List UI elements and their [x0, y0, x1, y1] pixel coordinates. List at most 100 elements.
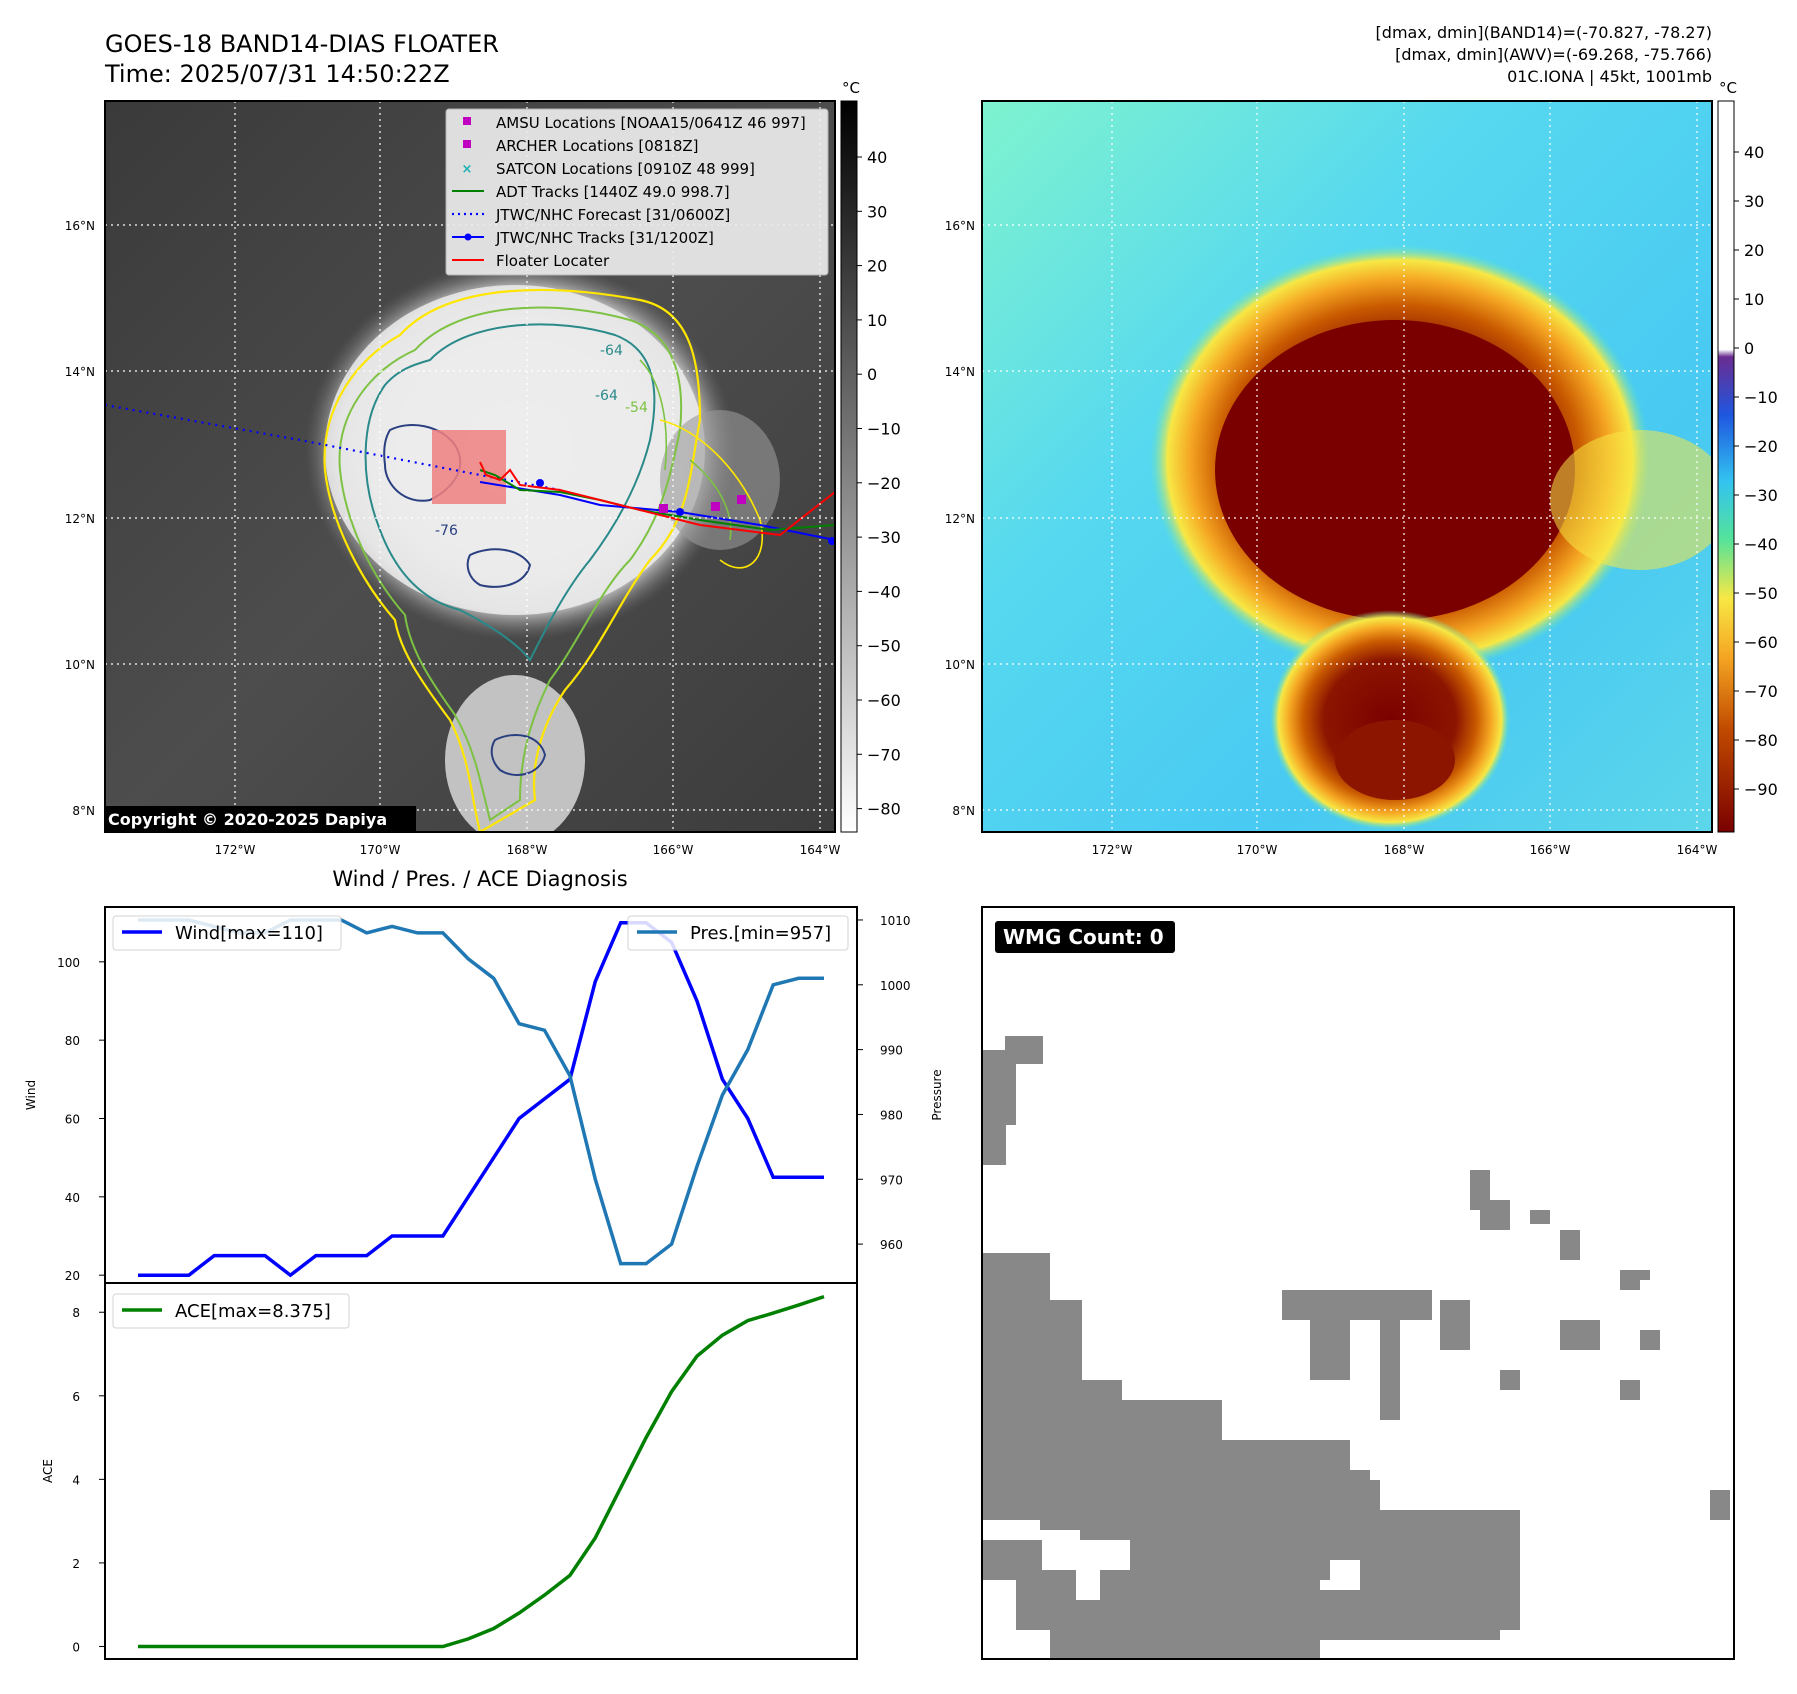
contour-label: -76 [435, 523, 458, 539]
legend-label: SATCON Locations [0910Z 48 999] [496, 160, 755, 178]
colorbar-tick-label: −20 [867, 474, 901, 493]
ace-legend: ACE[max=8.375] [112, 1293, 350, 1329]
legend-label: JTWC/NHC Forecast [31/0600Z] [495, 206, 730, 224]
y-tick-label: 0 [72, 1640, 80, 1654]
legend-marker-satcon: × [462, 162, 473, 177]
lon-label: 172°W [1092, 843, 1133, 857]
lat-label: 12°N [945, 512, 975, 526]
wmg-mask [982, 1036, 1730, 1659]
copyright-badge [104, 806, 416, 832]
colorbar-tick-label: 0 [867, 365, 877, 384]
wmg-count-badge [995, 921, 1175, 953]
lat-label: 14°N [945, 365, 975, 379]
y-tick-label: 6 [72, 1390, 80, 1404]
wind-legend: Wind[max=110] [112, 915, 342, 951]
colorbar-tick-label: −90 [1744, 780, 1778, 799]
lon-label: 170°W [1237, 843, 1278, 857]
lat-label: 16°N [945, 219, 975, 233]
chart-title: Wind / Pres. / ACE Diagnosis [332, 867, 627, 891]
pressure-axis-label: Pressure [930, 1069, 944, 1120]
colorbar-tick-label: −60 [1744, 633, 1778, 652]
ir-colorbar: °C 40 30 20 10 0 −10 −20 −30 −40 −50 −60 −70 −80 [840, 79, 901, 833]
colorbar-tick-label: −40 [1744, 535, 1778, 554]
y2-tick-label: 990 [880, 1044, 903, 1058]
ace-axes: 0 2 4 6 8 [72, 1306, 105, 1654]
y-tick-label: 8 [72, 1306, 80, 1320]
colorbar-tick-label: −30 [867, 528, 901, 547]
lat-label: 10°N [945, 658, 975, 672]
colorbar-tick-label: −20 [1744, 437, 1778, 456]
lat-label: 16°N [65, 219, 95, 233]
colorbar-tick-label: 10 [867, 311, 887, 330]
colorbar-tick-label: 20 [1744, 241, 1764, 260]
lon-label: 166°W [1530, 843, 1571, 857]
y2-tick-label: 960 [880, 1238, 903, 1252]
y2-tick-label: 970 [880, 1173, 903, 1187]
ace-series-line [138, 1294, 825, 1649]
colorbar-ticks: 40 30 20 10 0 −10 −20 −30 −40 −50 −60 −70 −80 [857, 148, 901, 819]
colorbar-tick-label: −40 [867, 582, 901, 601]
legend-label: ACE[max=8.375] [175, 1301, 331, 1322]
legend-label: Pres.[min=957] [690, 923, 831, 944]
legend-label: Floater Locater [496, 252, 610, 270]
y-tick-label: 60 [65, 1113, 80, 1127]
colorbar-tick-label: −10 [1744, 388, 1778, 407]
legend-label: ARCHER Locations [0818Z] [496, 137, 699, 155]
colorbar-tick-label: 40 [1744, 143, 1764, 162]
colorbar-tick-label: −10 [867, 420, 901, 439]
figure-title: GOES-18 BAND14-DIAS FLOATER [105, 30, 499, 58]
awv-gridlines [982, 101, 1712, 832]
colorbar-tick-label: −80 [1744, 731, 1778, 750]
contour-label: -64 [595, 388, 618, 404]
colorbar-tick-label: −70 [1744, 682, 1778, 701]
colorbar-tick-label: −70 [867, 745, 901, 764]
legend-marker-archer [463, 140, 471, 148]
y-tick-label: 80 [65, 1034, 80, 1048]
awv-imagery [982, 101, 1712, 832]
ir-map-panel: -64 -64 -54 -76 [65, 79, 901, 857]
copyright-text: Copyright © 2020-2025 Dapiya [108, 810, 387, 829]
y-tick-label: 20 [65, 1269, 80, 1283]
awv-colorbar: °C 40 30 20 10 0 −10 −20 −30 −40 −50 −60 −70 −80 −90 [1717, 79, 1778, 833]
colorbar-tick-label: 10 [1744, 290, 1764, 309]
lat-label: 8°N [952, 804, 975, 818]
colorbar-unit: °C [1719, 79, 1737, 97]
wind-axis-label: Wind [24, 1080, 38, 1110]
y2-tick-label: 980 [880, 1108, 903, 1122]
y-tick-label: 4 [72, 1473, 80, 1487]
lat-label: 12°N [65, 512, 95, 526]
colorbar-tick-label: 0 [1744, 339, 1754, 358]
y-tick-label: 40 [65, 1191, 80, 1205]
lat-label: 8°N [72, 804, 95, 818]
awv-map-panel: 16°N 14°N 12°N 10°N 8°N 172°W 170°W 168°… [945, 79, 1778, 857]
contour-label: -64 [600, 343, 623, 359]
ir-map-legend: AMSU Locations [NOAA15/0641Z 46 997] ARC… [445, 108, 829, 276]
ace-chart: 0 2 4 6 8 ACE ACE[max=8.375] [41, 1282, 858, 1660]
legend-label: Wind[max=110] [175, 923, 323, 944]
wind-pressure-axes: 20 40 60 80 100 960 970 980 990 1000 1010 [57, 914, 910, 1283]
lon-label: 164°W [800, 843, 841, 857]
lat-label: 14°N [65, 365, 95, 379]
y-tick-label: 100 [57, 956, 80, 970]
colorbar-tick-label: 30 [1744, 192, 1764, 211]
lon-label: 170°W [360, 843, 401, 857]
colorbar-unit: °C [842, 79, 860, 97]
lon-label: 168°W [1384, 843, 1425, 857]
legend-label: AMSU Locations [NOAA15/0641Z 46 997] [496, 114, 806, 132]
colorbar-tick-label: −50 [1744, 584, 1778, 603]
best-track [479, 481, 835, 541]
ace-lines [138, 1294, 825, 1649]
lon-label: 164°W [1677, 843, 1718, 857]
legend-label: JTWC/NHC Tracks [31/1200Z] [495, 229, 714, 247]
colorbar-tick-label: −50 [867, 637, 901, 656]
colorbar-tick-label: −30 [1744, 486, 1778, 505]
contour-label: -54 [625, 400, 648, 416]
colorbar-tick-label: −60 [867, 691, 901, 710]
lon-label: 166°W [653, 843, 694, 857]
forecast-track [105, 403, 561, 492]
colorbar-tick-label: 30 [867, 202, 887, 221]
ace-axis-label: ACE [41, 1459, 55, 1483]
info-awv-range: [dmax, dmin](AWV)=(-69.268, -75.766) [1395, 45, 1712, 64]
